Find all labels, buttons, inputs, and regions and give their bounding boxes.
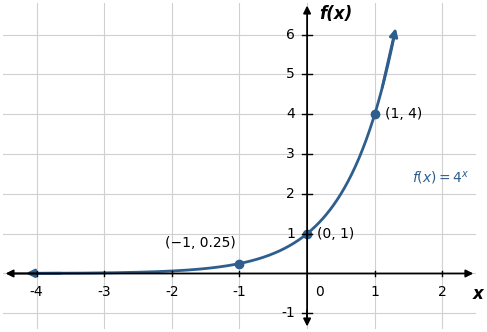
Text: f(x): f(x) <box>319 5 353 23</box>
Text: 5: 5 <box>286 67 295 81</box>
Text: 2: 2 <box>438 285 447 299</box>
Text: $f(x) = 4^x$: $f(x) = 4^x$ <box>412 169 469 187</box>
Text: 0: 0 <box>315 285 324 299</box>
Text: 3: 3 <box>286 147 295 161</box>
Text: (0, 1): (0, 1) <box>317 227 355 241</box>
Text: 1: 1 <box>286 227 295 241</box>
Text: -4: -4 <box>30 285 43 299</box>
Text: -1: -1 <box>281 306 295 320</box>
Text: -2: -2 <box>165 285 179 299</box>
Text: -1: -1 <box>233 285 246 299</box>
Text: 1: 1 <box>370 285 379 299</box>
Text: -3: -3 <box>97 285 111 299</box>
Text: x: x <box>473 285 484 303</box>
Text: (1, 4): (1, 4) <box>385 107 422 121</box>
Text: 6: 6 <box>286 28 295 42</box>
Text: (−1, 0.25): (−1, 0.25) <box>166 236 236 250</box>
Text: 2: 2 <box>286 187 295 201</box>
Text: 4: 4 <box>286 107 295 121</box>
